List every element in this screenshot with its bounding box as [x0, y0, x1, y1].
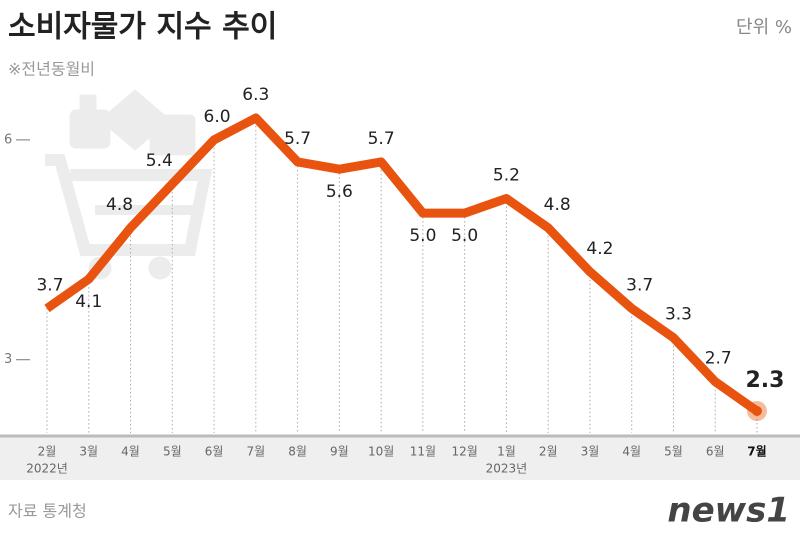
line: [44, 113, 760, 415]
cart-illustration: [45, 89, 213, 280]
x-tick-label: 9월: [330, 445, 349, 459]
value-label: 5.4: [146, 151, 173, 171]
value-label: 3.3: [665, 305, 692, 325]
x-tick-label: 6월: [706, 445, 725, 459]
x-tick-label: 4월: [622, 445, 641, 459]
x-axis-band: [0, 436, 800, 480]
x-tick-label: 6월: [205, 445, 224, 459]
value-label: 4.1: [75, 292, 102, 312]
y-tick-label: 3: [4, 352, 12, 367]
x-tick-label: 3월: [581, 445, 600, 459]
end-point: [752, 406, 762, 417]
value-label: 6.3: [242, 85, 269, 105]
value-label: 6.0: [204, 107, 231, 127]
chart-title: 소비자물가 지수 추이: [8, 10, 277, 45]
x-tick-label: 10월: [368, 445, 394, 459]
value-label: 3.7: [626, 275, 653, 295]
x-tick-label: 3월: [79, 445, 98, 459]
x-tick-label: 11월: [410, 445, 436, 459]
subtitle: ※전년동월비: [8, 60, 95, 79]
x-tick-label: 12월: [451, 445, 477, 459]
value-label: 2.7: [705, 349, 732, 369]
logo: news1: [667, 491, 790, 531]
value-label: 5.7: [368, 129, 395, 149]
x-year-label: 2022년: [26, 462, 68, 476]
x-tick-label: 2월: [38, 445, 57, 459]
value-label: 4.8: [106, 195, 133, 215]
value-label: 5.0: [409, 226, 436, 246]
value-label: 3.7: [36, 275, 63, 295]
x-tick-label: 1월: [497, 445, 516, 459]
x-year-label: 2023년: [486, 462, 528, 476]
value-label: 5.7: [284, 129, 311, 149]
value-label: 4.8: [544, 195, 571, 215]
x-tick-label: 7월: [246, 445, 265, 459]
unit-label: 단위 %: [736, 17, 792, 38]
x-tick-label: 8월: [288, 445, 307, 459]
x-tick-label: 5월: [163, 445, 182, 459]
value-label: 4.2: [586, 239, 613, 259]
y-tick-label: 6: [4, 132, 12, 147]
x-tick-label: 5월: [664, 445, 683, 459]
x-tick-label: 4월: [121, 445, 140, 459]
value-label: 5.0: [451, 226, 478, 246]
value-label: 2.3: [746, 368, 785, 393]
value-label: 5.6: [326, 182, 353, 202]
x-tick-label: 7월: [747, 444, 766, 459]
source: 자료 통계청: [8, 502, 87, 521]
x-tick-label: 2월: [539, 445, 558, 459]
value-label: 5.2: [493, 166, 520, 186]
